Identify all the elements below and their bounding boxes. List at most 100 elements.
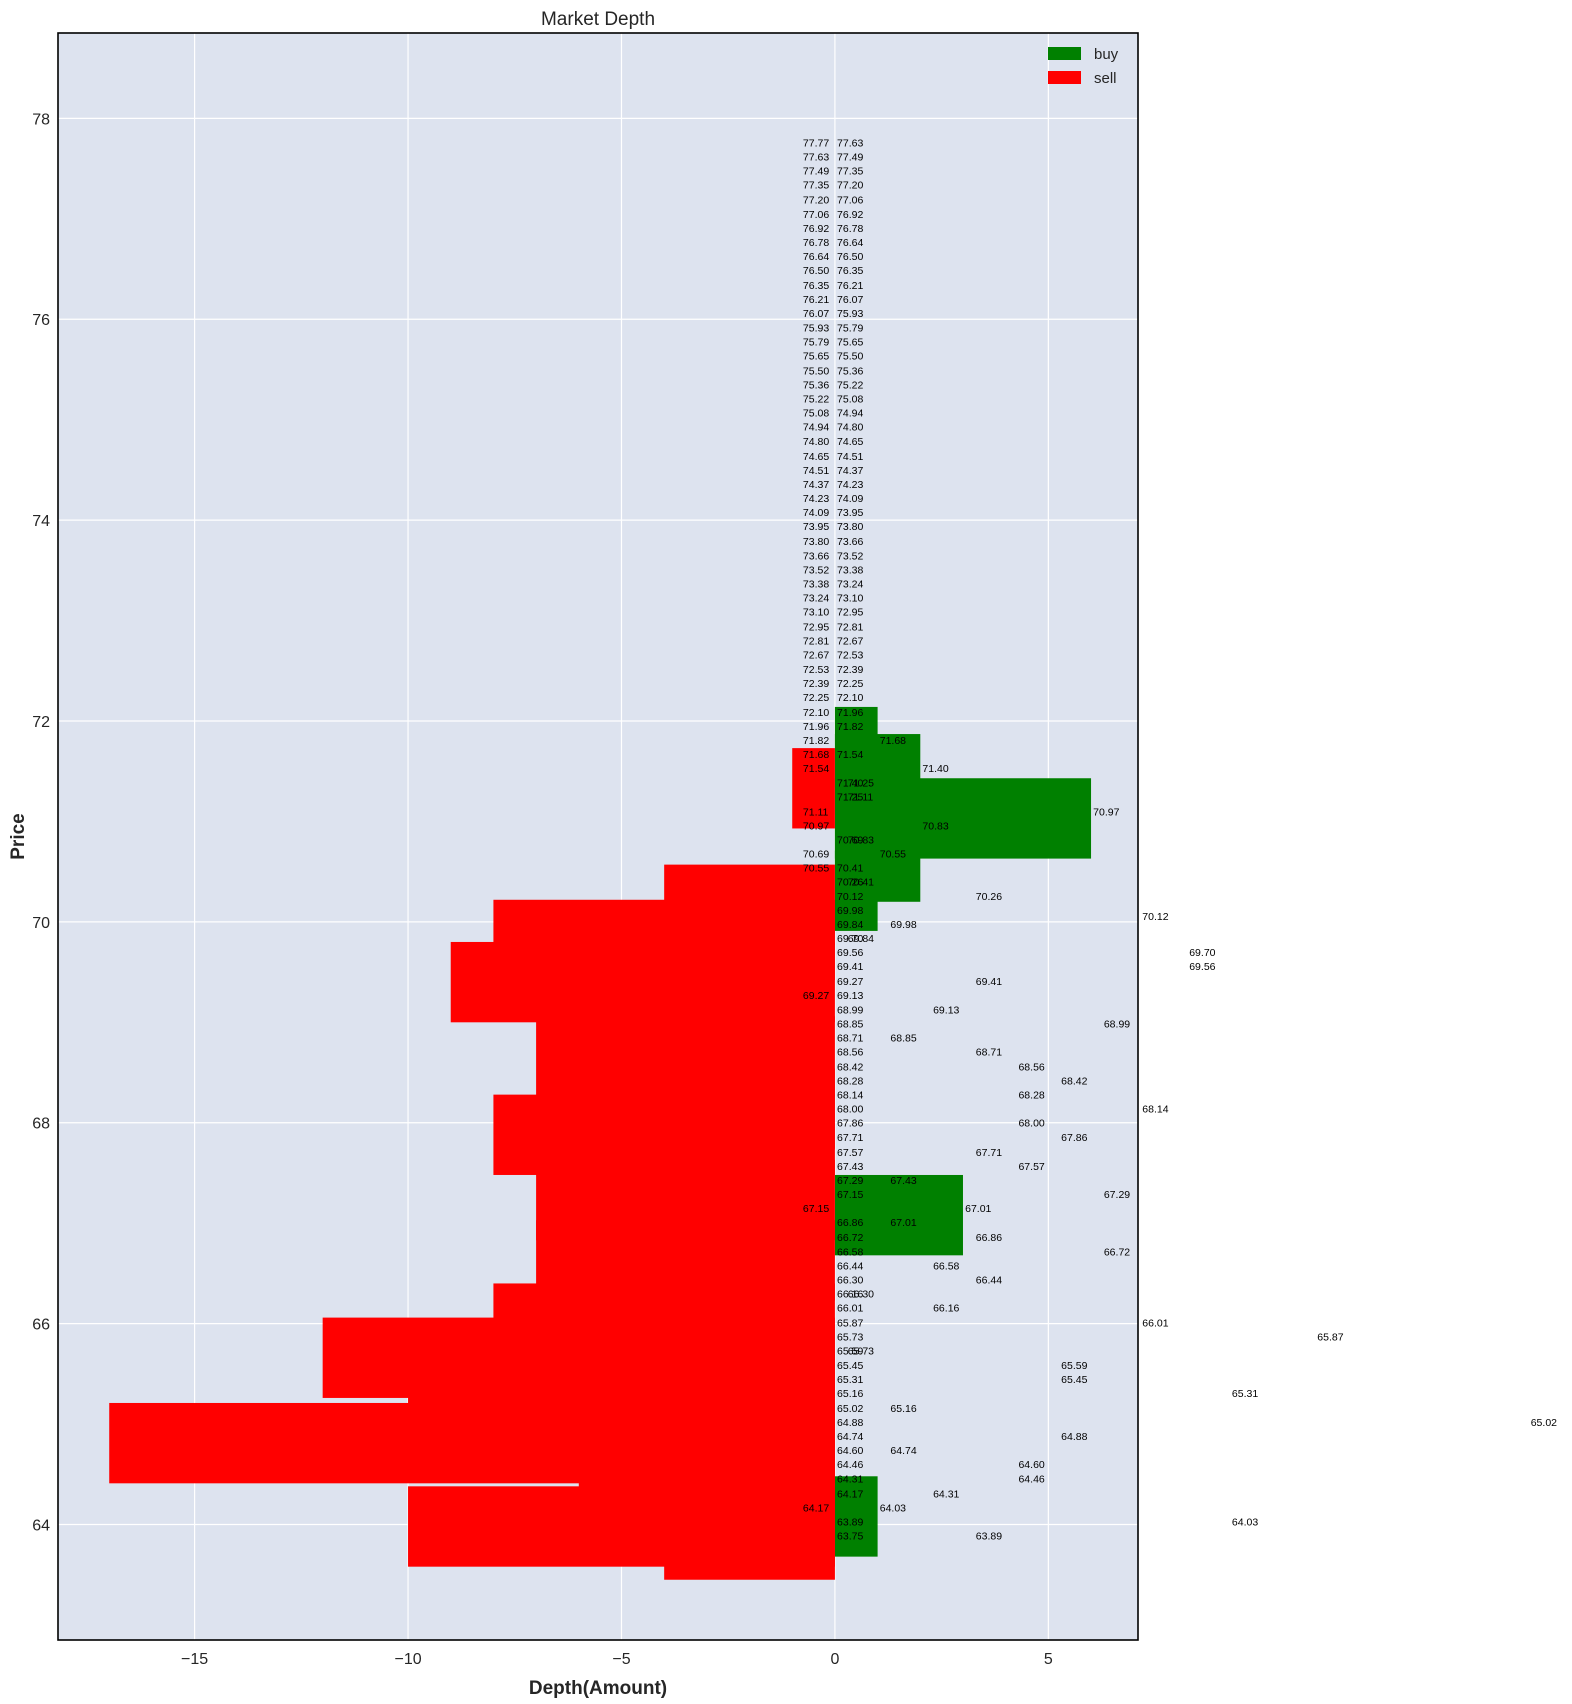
price-label: 74.51 — [837, 451, 863, 463]
buy-bar — [834, 850, 878, 931]
price-label: 68.56 — [837, 1046, 863, 1058]
price-label: 68.00 — [837, 1104, 863, 1116]
price-label: 74.37 — [803, 479, 829, 491]
buy-bar — [834, 1174, 963, 1256]
price-label: 77.63 — [803, 152, 829, 164]
sell-bar — [450, 941, 835, 1023]
price-label: 66.01 — [837, 1303, 863, 1315]
x-axis-label: Depth(Amount) — [529, 1678, 667, 1699]
price-label: 75.50 — [803, 365, 829, 377]
price-label: 75.65 — [837, 336, 863, 348]
price-label: 64.31 — [837, 1473, 863, 1485]
price-label: 68.85 — [837, 1018, 863, 1030]
price-label: 64.60 — [837, 1445, 863, 1457]
price-label: 71.54 — [837, 749, 863, 761]
price-label: 72.39 — [803, 678, 829, 690]
price-label: 74.80 — [803, 436, 829, 448]
price-label: 70.69 — [837, 835, 863, 847]
price-label: 65.31 — [1232, 1388, 1258, 1400]
price-label: 66.44 — [837, 1260, 863, 1272]
price-label: 66.58 — [933, 1260, 959, 1272]
price-label: 74.80 — [837, 422, 863, 434]
price-label: 68.14 — [837, 1090, 863, 1102]
price-label: 71.96 — [837, 707, 863, 719]
price-label: 76.50 — [803, 265, 829, 277]
y-tick-labels: 64 66 68 70 72 74 76 78 — [32, 111, 50, 1534]
price-label: 69.70 — [837, 933, 863, 945]
price-label: 70.83 — [922, 820, 948, 832]
legend-sell-label: sell — [1094, 70, 1117, 87]
price-label: 69.98 — [890, 919, 916, 931]
price-label: 69.70 — [1189, 947, 1215, 959]
price-label: 72.67 — [837, 636, 863, 648]
price-label: 75.08 — [803, 408, 829, 420]
plot-frame — [57, 32, 1139, 1641]
price-label: 65.59 — [837, 1346, 863, 1358]
price-label: 75.22 — [837, 380, 863, 392]
price-label: 65.02 — [1531, 1417, 1557, 1429]
price-label: 73.66 — [837, 536, 863, 548]
price-label: 64.17 — [803, 1502, 829, 1514]
price-label: 67.15 — [803, 1203, 829, 1215]
price-label: 69.27 — [837, 976, 863, 988]
price-label: 66.58 — [837, 1246, 863, 1258]
price-label: 69.98 — [837, 905, 863, 917]
price-label: 75.79 — [803, 336, 829, 348]
price-label: 71.11 — [803, 806, 829, 818]
price-label: 73.52 — [803, 564, 829, 576]
price-label: 73.24 — [803, 592, 829, 604]
price-label: 70.55 — [803, 863, 829, 875]
price-label: 70.12 — [1142, 911, 1168, 923]
price-label: 72.81 — [803, 636, 829, 648]
price-label: 69.84 — [848, 933, 874, 945]
price-label: 66.16 — [933, 1303, 959, 1315]
price-label: 71.54 — [803, 763, 829, 775]
price-label: 76.64 — [803, 251, 829, 263]
price-label: 67.43 — [890, 1175, 916, 1187]
price-label: 65.87 — [837, 1318, 863, 1330]
sell-bar — [664, 1499, 835, 1580]
price-label: 67.57 — [1018, 1161, 1044, 1173]
price-label: 76.35 — [837, 265, 863, 277]
price-label: 75.36 — [803, 380, 829, 392]
price-label: 72.67 — [803, 650, 829, 662]
x-tick-labels: −15 −10 −5 0 5 — [181, 1651, 1053, 1668]
price-label: 73.80 — [803, 536, 829, 548]
price-label: 74.65 — [803, 451, 829, 463]
price-label: 71.25 — [848, 777, 874, 789]
price-label: 76.50 — [837, 251, 863, 263]
price-label: 64.46 — [1018, 1473, 1044, 1485]
price-label: 63.89 — [976, 1531, 1002, 1543]
price-label: 67.86 — [1061, 1132, 1087, 1144]
price-label: 64.74 — [890, 1445, 916, 1457]
price-label: 66.44 — [976, 1274, 1002, 1286]
price-label: 65.59 — [1061, 1360, 1087, 1372]
price-label: 67.71 — [976, 1147, 1002, 1159]
price-label: 71.25 — [837, 791, 863, 803]
price-label: 70.26 — [976, 891, 1002, 903]
sell-bar — [792, 748, 835, 829]
price-label: 68.85 — [890, 1032, 916, 1044]
price-label: 76.78 — [803, 237, 829, 249]
price-label: 67.43 — [837, 1161, 863, 1173]
price-label: 77.63 — [837, 137, 863, 149]
price-label: 70.41 — [848, 877, 874, 889]
price-label: 70.97 — [1093, 806, 1119, 818]
price-label: 73.10 — [803, 607, 829, 619]
price-label: 73.80 — [837, 521, 863, 533]
price-label: 68.99 — [1104, 1018, 1130, 1030]
price-label: 66.72 — [1104, 1246, 1130, 1258]
price-label: 66.30 — [837, 1274, 863, 1286]
price-label: 64.31 — [933, 1488, 959, 1500]
price-label: 67.01 — [965, 1203, 991, 1215]
price-label: 73.38 — [803, 578, 829, 590]
price-label: 69.13 — [933, 1004, 959, 1016]
y-tick-label: 64 — [32, 1517, 50, 1534]
price-label: 67.15 — [837, 1189, 863, 1201]
price-label: 77.06 — [803, 209, 829, 221]
price-label: 65.31 — [837, 1374, 863, 1386]
price-label: 72.95 — [803, 622, 829, 634]
price-label: 74.23 — [837, 479, 863, 491]
y-tick-label: 66 — [32, 1317, 50, 1334]
price-label: 75.79 — [837, 322, 863, 334]
